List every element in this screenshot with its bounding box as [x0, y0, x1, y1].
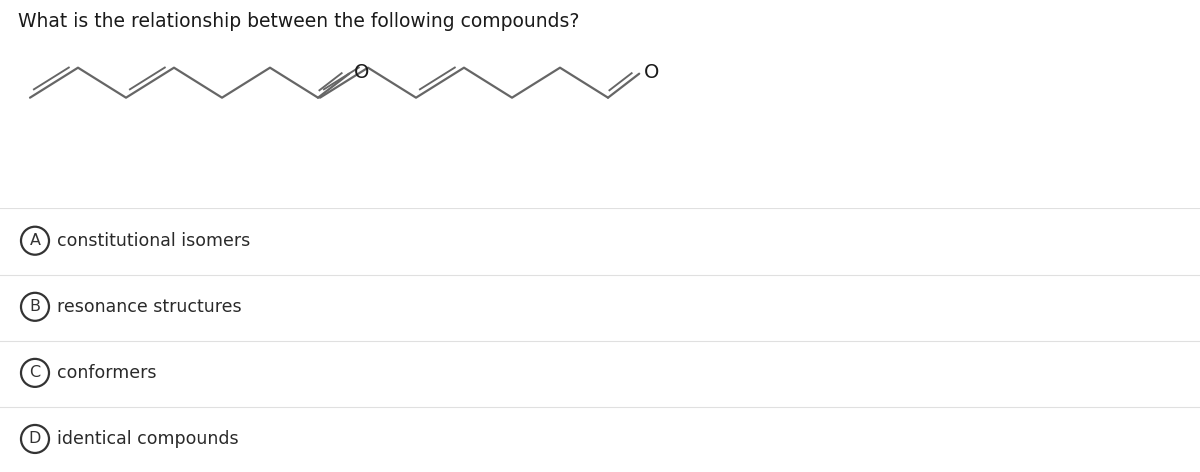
Text: O: O	[354, 63, 370, 82]
Text: O: O	[644, 63, 660, 82]
Text: resonance structures: resonance structures	[58, 298, 241, 316]
Text: What is the relationship between the following compounds?: What is the relationship between the fol…	[18, 12, 580, 31]
Text: A: A	[30, 233, 41, 248]
Text: constitutional isomers: constitutional isomers	[58, 232, 251, 250]
Text: conformers: conformers	[58, 364, 156, 382]
Text: C: C	[30, 365, 41, 380]
Text: D: D	[29, 431, 41, 447]
Text: B: B	[30, 299, 41, 314]
Text: identical compounds: identical compounds	[58, 430, 239, 448]
